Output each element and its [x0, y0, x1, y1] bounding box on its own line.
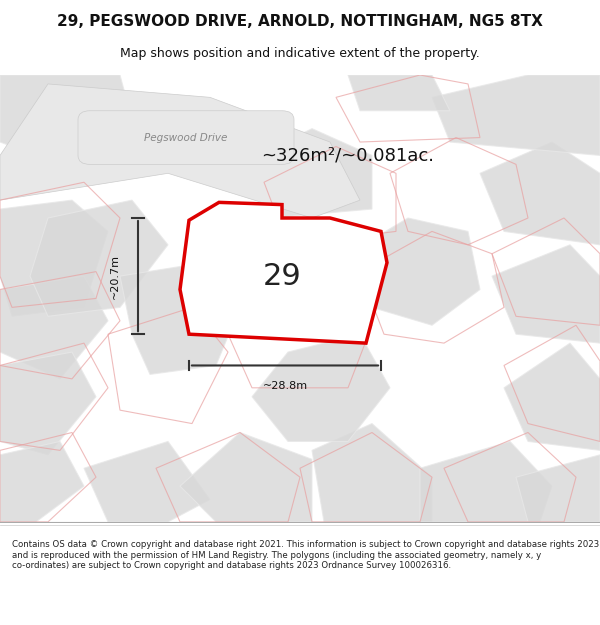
Polygon shape [480, 142, 600, 245]
Polygon shape [420, 441, 552, 522]
Polygon shape [0, 84, 360, 218]
Polygon shape [180, 202, 387, 343]
Polygon shape [240, 129, 372, 218]
Text: ~28.8m: ~28.8m [262, 381, 308, 391]
Polygon shape [180, 432, 312, 522]
Polygon shape [120, 262, 240, 374]
Polygon shape [432, 75, 600, 156]
Text: Map shows position and indicative extent of the property.: Map shows position and indicative extent… [120, 48, 480, 61]
Polygon shape [0, 75, 132, 164]
Text: 29, PEGSWOOD DRIVE, ARNOLD, NOTTINGHAM, NG5 8TX: 29, PEGSWOOD DRIVE, ARNOLD, NOTTINGHAM, … [57, 14, 543, 29]
Polygon shape [348, 218, 480, 325]
Polygon shape [84, 441, 210, 522]
Polygon shape [30, 200, 168, 316]
Text: ~20.7m: ~20.7m [110, 254, 120, 299]
Polygon shape [348, 75, 450, 111]
FancyBboxPatch shape [78, 111, 294, 164]
Text: Pegswood Drive: Pegswood Drive [145, 132, 227, 142]
Polygon shape [0, 200, 108, 316]
Polygon shape [312, 424, 432, 522]
Text: ~326m²/~0.081ac.: ~326m²/~0.081ac. [262, 146, 434, 164]
Polygon shape [0, 441, 84, 522]
Polygon shape [252, 334, 390, 441]
Text: Contains OS data © Crown copyright and database right 2021. This information is : Contains OS data © Crown copyright and d… [12, 541, 599, 570]
Polygon shape [0, 276, 108, 379]
Polygon shape [0, 352, 96, 455]
Polygon shape [516, 455, 600, 522]
Text: 29: 29 [263, 262, 301, 291]
Polygon shape [492, 245, 600, 343]
Polygon shape [504, 343, 600, 451]
